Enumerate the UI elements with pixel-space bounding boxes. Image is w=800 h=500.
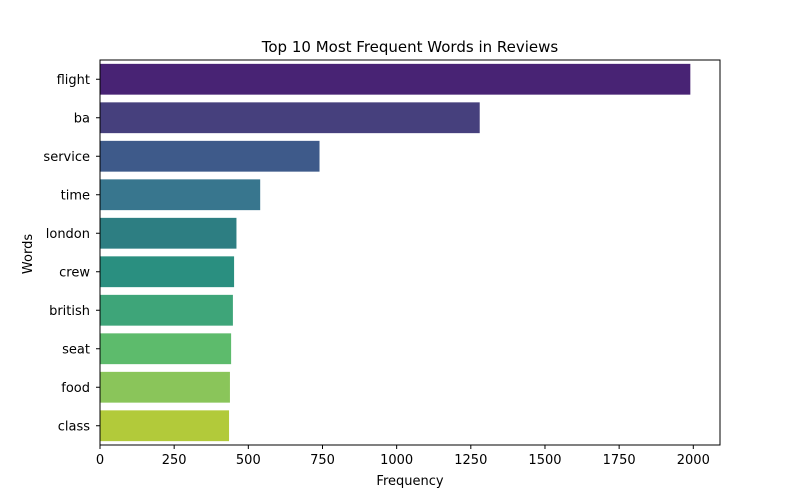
y-tick-label-food: food <box>61 381 90 396</box>
bar-service <box>100 140 320 172</box>
y-axis-label: Words <box>21 234 36 274</box>
x-tick-label-1250: 1250 <box>454 453 487 468</box>
bars-group <box>100 63 691 442</box>
bar-british <box>100 294 233 326</box>
bar-time <box>100 179 261 211</box>
x-tick-label-1500: 1500 <box>528 453 561 468</box>
y-tick-label-service: service <box>43 150 90 165</box>
y-tick-label-ba: ba <box>74 111 90 126</box>
x-tick-label-250: 250 <box>162 453 187 468</box>
bar-class <box>100 410 230 442</box>
x-tick-label-1750: 1750 <box>603 453 636 468</box>
y-tick-label-class: class <box>58 419 90 434</box>
y-tick-label-crew: crew <box>59 265 90 280</box>
y-tick-label-london: london <box>46 227 90 242</box>
bar-seat <box>100 333 232 365</box>
y-tick-label-british: british <box>49 304 90 319</box>
y-axis-ticks: flight ba service time london crew british seat… <box>43 73 100 434</box>
y-tick-label-time: time <box>61 188 90 203</box>
bar-london <box>100 217 237 249</box>
plot-frame <box>99 59 721 446</box>
bar-food <box>100 371 230 403</box>
x-tick-label-2000: 2000 <box>677 453 710 468</box>
x-axis-label: Frequency <box>376 474 443 489</box>
x-axis-ticks: 0 250 500 750 1000 1250 1500 1750 2000 <box>96 445 710 468</box>
x-tick-label-500: 500 <box>236 453 261 468</box>
x-tick-label-0: 0 <box>96 453 104 468</box>
bar-flight <box>100 63 691 95</box>
x-tick-label-750: 750 <box>310 453 335 468</box>
x-tick-label-1000: 1000 <box>380 453 413 468</box>
y-tick-label-seat: seat <box>62 342 90 357</box>
chart-title: Top 10 Most Frequent Words in Reviews <box>261 38 559 56</box>
bar-ba <box>100 102 480 134</box>
y-tick-label-flight: flight <box>57 73 90 88</box>
bar-crew <box>100 256 235 288</box>
